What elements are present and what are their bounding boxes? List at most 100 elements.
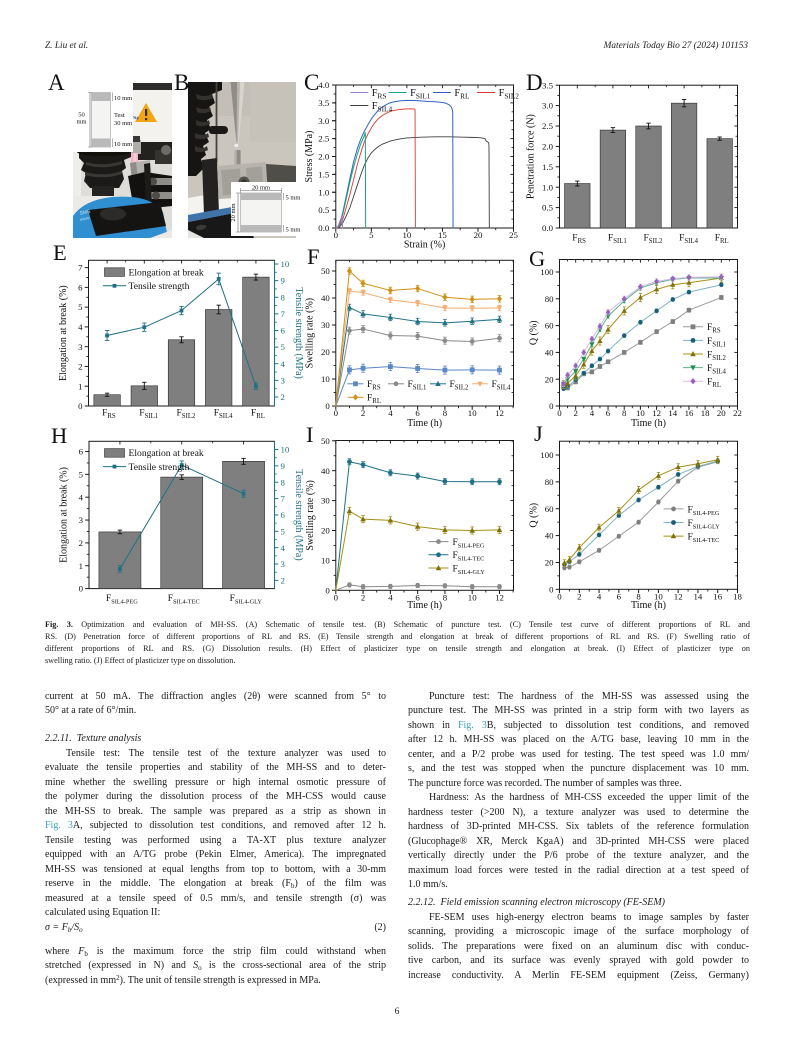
svg-text:6: 6 [415, 408, 420, 418]
svg-text:3: 3 [281, 376, 286, 386]
svg-text:2: 2 [281, 392, 285, 402]
svg-text:6: 6 [78, 283, 83, 293]
svg-text:2: 2 [361, 408, 365, 418]
svg-text:4: 4 [388, 593, 393, 603]
svg-text:Elongation at break: Elongation at break [129, 267, 204, 278]
svg-text:FSIL2: FSIL2 [450, 380, 469, 392]
svg-text:FRL: FRL [454, 88, 470, 101]
svg-text:Elongation at break (%): Elongation at break (%) [58, 285, 69, 381]
svg-text:FRL: FRL [707, 378, 721, 390]
svg-text:6: 6 [281, 326, 286, 336]
svg-text:20: 20 [545, 374, 554, 384]
svg-text:FSIL4: FSIL4 [214, 409, 233, 421]
svg-text:FSIL4-GLY: FSIL4-GLY [688, 519, 721, 531]
svg-text:FSIL4-TEC: FSIL4-TEC [453, 551, 485, 563]
svg-text:18: 18 [701, 408, 710, 418]
svg-text:20: 20 [474, 230, 483, 240]
svg-text:2: 2 [361, 593, 365, 603]
svg-text:0: 0 [79, 584, 84, 594]
svg-text:Penetration force (N): Penetration force (N) [526, 114, 537, 199]
svg-text:15: 15 [438, 230, 447, 240]
svg-text:14: 14 [668, 408, 677, 418]
svg-text:1.0: 1.0 [542, 182, 554, 192]
svg-text:6: 6 [281, 510, 286, 520]
svg-text:FSIL1: FSIL1 [707, 337, 726, 349]
svg-text:1: 1 [78, 381, 82, 391]
svg-text:0: 0 [557, 592, 562, 602]
svg-text:2: 2 [79, 538, 83, 548]
svg-text:30: 30 [321, 320, 330, 330]
svg-text:10 mm: 10 mm [114, 141, 132, 148]
svg-text:6: 6 [415, 593, 420, 603]
svg-text:2: 2 [577, 592, 581, 602]
svg-text:H: H [51, 423, 67, 448]
svg-text:30 mm: 30 mm [114, 120, 132, 127]
svg-text:0.0: 0.0 [318, 223, 330, 233]
svg-text:FSIL1: FSIL1 [608, 234, 627, 246]
svg-text:FSIL2: FSIL2 [707, 350, 726, 362]
svg-text:40: 40 [321, 293, 330, 303]
svg-text:10: 10 [636, 408, 645, 418]
svg-text:FRL: FRL [251, 409, 265, 421]
svg-text:25: 25 [509, 230, 518, 240]
svg-text:3.5: 3.5 [318, 98, 330, 108]
svg-text:FSIL4-PEG: FSIL4-PEG [688, 505, 720, 517]
svg-text:Time (h): Time (h) [407, 600, 442, 611]
svg-text:Tensile strength: Tensile strength [129, 462, 190, 473]
svg-text:5: 5 [369, 230, 374, 240]
svg-text:60: 60 [545, 321, 554, 331]
svg-text:Tensile strength (MPa): Tensile strength (MPa) [293, 287, 304, 379]
svg-text:3.5: 3.5 [542, 80, 554, 90]
svg-text:100: 100 [540, 267, 554, 277]
svg-text:3: 3 [78, 342, 83, 352]
svg-text:0.0: 0.0 [542, 223, 554, 233]
svg-text:2: 2 [573, 408, 577, 418]
svg-text:4: 4 [78, 322, 83, 332]
svg-text:Time (h): Time (h) [631, 600, 666, 611]
svg-text:FSIL4: FSIL4 [492, 380, 511, 392]
svg-text:20: 20 [717, 408, 726, 418]
svg-text:6: 6 [606, 408, 611, 418]
svg-text:80: 80 [545, 477, 554, 487]
svg-text:FRS: FRS [102, 409, 116, 421]
svg-text:8: 8 [622, 408, 627, 418]
svg-text:Swelling rate (%): Swelling rate (%) [305, 480, 316, 551]
svg-text:8: 8 [443, 593, 448, 603]
svg-text:12: 12 [652, 408, 661, 418]
svg-text:Time (h): Time (h) [407, 418, 442, 429]
svg-text:Elongation at break: Elongation at break [129, 448, 204, 459]
svg-text:10: 10 [403, 230, 412, 240]
svg-text:10: 10 [468, 408, 477, 418]
svg-text:1.5: 1.5 [542, 162, 554, 172]
svg-text:40: 40 [545, 348, 554, 358]
svg-text:4: 4 [590, 408, 595, 418]
svg-text:2: 2 [281, 576, 285, 586]
svg-text:Q (%): Q (%) [529, 320, 540, 345]
svg-text:0: 0 [78, 401, 83, 411]
svg-text:C: C [304, 70, 319, 95]
svg-text:8: 8 [281, 477, 286, 487]
svg-text:Time (h): Time (h) [631, 418, 666, 429]
svg-text:10: 10 [654, 592, 663, 602]
svg-text:12: 12 [495, 593, 504, 603]
svg-text:J: J [534, 421, 543, 446]
svg-text:8: 8 [281, 292, 286, 302]
svg-text:FRL: FRL [367, 394, 381, 406]
svg-text:FRS: FRS [367, 380, 381, 392]
svg-text:20 mm: 20 mm [230, 203, 237, 221]
svg-text:5: 5 [281, 526, 286, 536]
svg-text:B: B [174, 70, 189, 95]
svg-text:60: 60 [545, 504, 554, 514]
svg-text:10: 10 [281, 445, 290, 455]
svg-text:I: I [306, 422, 314, 447]
svg-text:FSIL1: FSIL1 [408, 380, 427, 392]
svg-text:10: 10 [281, 259, 290, 269]
svg-text:Q (%): Q (%) [528, 503, 539, 528]
svg-text:0: 0 [334, 408, 339, 418]
svg-text:0: 0 [334, 230, 339, 240]
svg-text:40: 40 [321, 466, 330, 476]
svg-text:A: A [48, 70, 65, 95]
svg-text:20: 20 [321, 347, 330, 357]
svg-text:9: 9 [281, 276, 286, 286]
svg-text:mm: mm [76, 119, 86, 126]
